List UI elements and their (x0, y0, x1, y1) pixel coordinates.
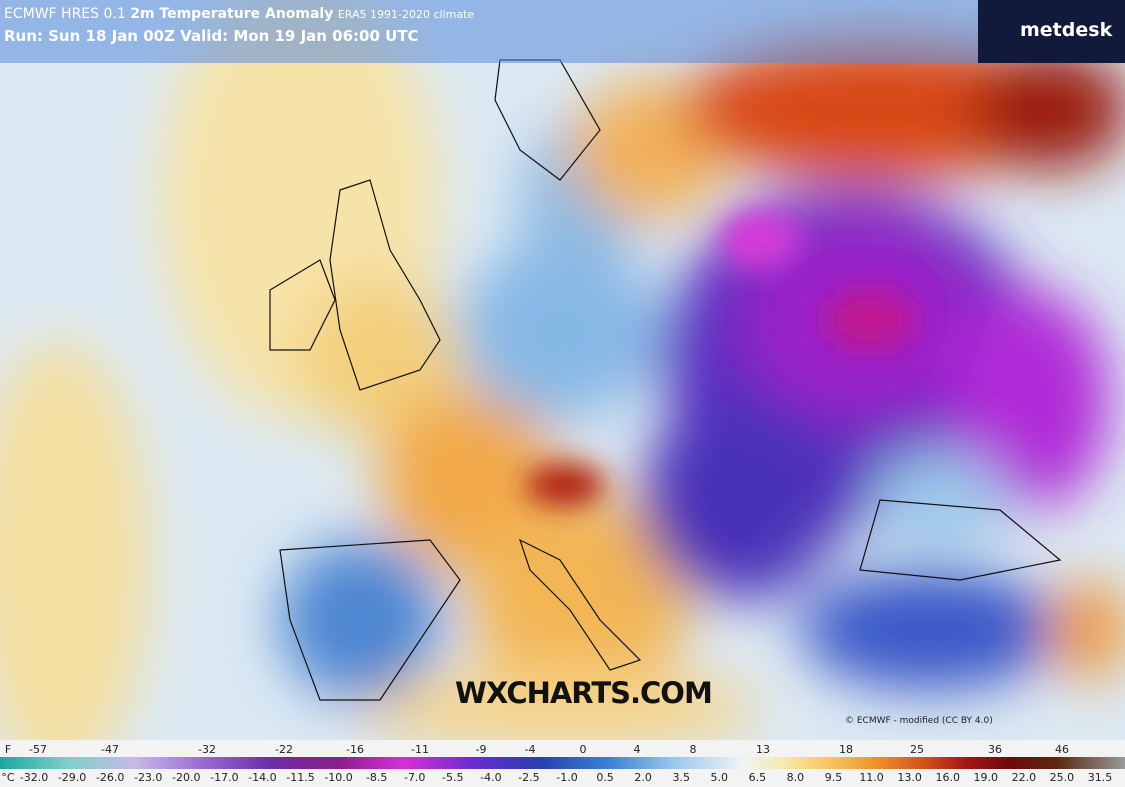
f-label: 8 (689, 743, 697, 756)
c-label: -23.0 (133, 771, 163, 784)
f-label: 46 (1055, 743, 1069, 756)
credit: © ECMWF - modified (CC BY 4.0) (845, 716, 993, 726)
c-label: 6.5 (748, 771, 767, 784)
c-label: -8.5 (365, 771, 388, 784)
logo: metdesk (978, 0, 1125, 63)
c-label: 19.0 (973, 771, 999, 784)
coastlines (269, 59, 1062, 701)
f-label: -47 (101, 743, 119, 756)
c-label: -4.0 (480, 771, 502, 784)
c-label: -1.0 (556, 771, 578, 784)
f-label: 18 (839, 743, 853, 756)
f-label: -32 (198, 743, 216, 756)
f-label: 13 (756, 743, 770, 756)
c-label: 31.5 (1087, 771, 1113, 784)
f-label: -9 (475, 743, 487, 756)
c-label: -5.5 (442, 771, 464, 784)
c-label: -32.0 (19, 771, 49, 784)
c-label: 25.0 (1049, 771, 1075, 784)
header: ECMWF HRES 0.1 2m Temperature Anomaly ER… (0, 0, 978, 63)
f-label: -4 (524, 743, 536, 756)
c-unit: °C (1, 771, 15, 784)
f-label: -16 (346, 743, 364, 756)
watermark: WXCHARTS.COM (455, 676, 713, 710)
c-label: -11.5 (286, 771, 315, 784)
f-label: -22 (275, 743, 293, 756)
colorbar: F °C -57 -47 -32 -22 -16 -11 -9 -4 0 4 8 13 18 25 36 46… (0, 740, 1125, 787)
model: ECMWF HRES 0.1 (4, 6, 126, 22)
f-label: 0 (579, 743, 587, 756)
c-label: -14.0 (248, 771, 277, 784)
logo-text: metdesk (1020, 19, 1113, 41)
anomaly-detail (525, 210, 915, 507)
c-label: -2.5 (518, 771, 540, 784)
c-label: 8.0 (786, 771, 805, 784)
f-label: 36 (988, 743, 1002, 756)
c-label: -20.0 (172, 771, 201, 784)
c-label: 13.0 (897, 771, 922, 784)
title: 2m Temperature Anomaly (130, 6, 334, 22)
c-label: 11.0 (859, 771, 884, 784)
colorbar-gradient (0, 757, 1125, 769)
c-label: 22.0 (1011, 771, 1037, 784)
f-label: 25 (910, 743, 924, 756)
c-label: 16.0 (935, 771, 960, 784)
c-label: -7.0 (403, 771, 426, 784)
f-label: -57 (29, 743, 47, 756)
c-label: -17.0 (210, 771, 239, 784)
f-label: -11 (411, 743, 429, 756)
f-label: 4 (633, 743, 641, 756)
climate: ERA5 1991-2020 climate (337, 8, 475, 21)
header-line: ECMWF HRES 0.1 2m Temperature Anomaly ER… (4, 6, 474, 22)
f-unit: F (4, 743, 12, 756)
c-label: -29.0 (57, 771, 87, 784)
run-info: Run: Sun 18 Jan 00Z Valid: Mon 19 Jan 06… (4, 27, 419, 45)
c-label: -26.0 (95, 771, 125, 784)
c-label: 2.0 (634, 771, 652, 784)
c-label: 0.5 (596, 771, 614, 784)
c-label: 9.5 (824, 771, 843, 784)
c-label: 3.5 (672, 771, 690, 784)
c-label: 5.0 (710, 771, 729, 784)
c-label: -10.0 (324, 771, 353, 784)
